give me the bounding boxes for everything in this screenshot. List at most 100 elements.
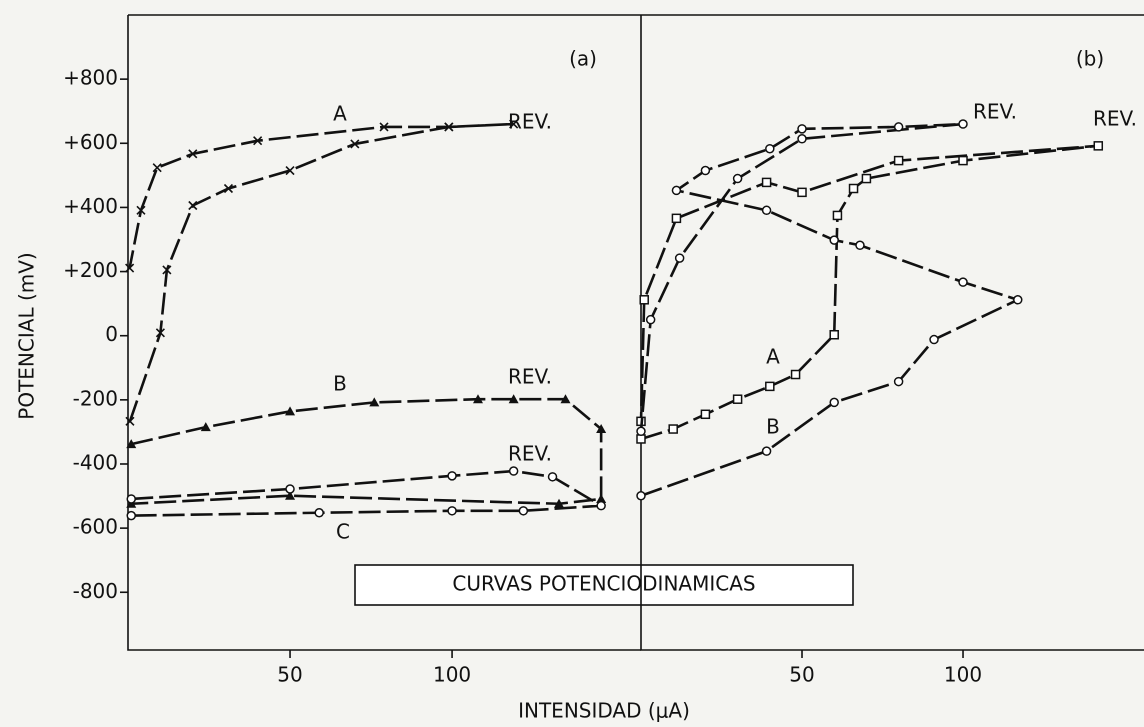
marker <box>671 185 682 196</box>
marker <box>188 149 198 159</box>
x-tick-label: 100 <box>944 663 982 687</box>
marker <box>223 183 234 194</box>
y-tick-label: -200 <box>73 386 118 410</box>
y-tick-label: +600 <box>63 130 118 154</box>
marker <box>765 381 775 392</box>
series-label: A <box>333 102 347 126</box>
marker <box>125 416 135 426</box>
marker <box>668 424 678 434</box>
marker <box>554 498 565 508</box>
marker <box>832 210 843 221</box>
series-label: C <box>336 520 350 544</box>
y-tick-label: +800 <box>63 66 118 90</box>
marker <box>314 507 324 518</box>
marker <box>136 205 146 215</box>
marker <box>674 253 685 263</box>
marker <box>285 165 295 176</box>
rev-label: REV. <box>508 442 552 466</box>
marker <box>761 205 772 216</box>
marker <box>761 446 772 456</box>
series-line <box>130 397 603 506</box>
marker <box>671 213 682 224</box>
axis-frame <box>127 14 641 651</box>
marker <box>447 506 457 516</box>
marker <box>152 163 162 173</box>
marker <box>761 177 772 188</box>
marker <box>126 439 137 449</box>
marker <box>855 240 865 251</box>
marker <box>700 165 711 176</box>
marker <box>1013 295 1023 305</box>
marker <box>893 122 904 132</box>
rev-label: REV. <box>508 365 552 389</box>
marker <box>447 471 457 481</box>
y-tick-label: +200 <box>63 258 118 282</box>
marker <box>285 406 296 416</box>
marker <box>732 173 743 184</box>
y-axis-label: POTENCIAL (mV) <box>15 252 39 419</box>
marker <box>379 122 389 132</box>
marker <box>700 409 711 420</box>
marker <box>508 466 519 476</box>
marker <box>126 510 136 521</box>
marker <box>797 187 807 198</box>
marker <box>126 494 136 504</box>
marker <box>829 235 839 245</box>
marker <box>285 490 296 500</box>
y-tick-label: -400 <box>73 450 118 474</box>
marker <box>829 397 839 408</box>
marker <box>958 277 968 287</box>
marker <box>732 394 743 404</box>
chart-title: CURVAS POTENCIODINAMICAS <box>452 572 755 596</box>
marker <box>893 155 904 166</box>
panel-label: (a) <box>569 47 597 71</box>
marker <box>200 422 211 432</box>
marker <box>636 434 646 444</box>
axis-frame <box>640 14 1144 651</box>
y-tick-label: -800 <box>73 579 118 603</box>
x-axis-label: INTENSIDAD (μA) <box>518 699 690 723</box>
marker <box>829 329 839 340</box>
marker <box>162 265 172 275</box>
marker <box>472 394 483 404</box>
marker <box>636 426 646 437</box>
marker <box>958 155 968 166</box>
marker <box>369 397 380 407</box>
marker <box>285 484 295 494</box>
series-line <box>131 469 606 517</box>
y-tick-label: 0 <box>105 322 118 346</box>
series-label: B <box>333 372 347 396</box>
marker <box>958 119 968 129</box>
series-label: A <box>766 345 780 369</box>
x-tick-label: 100 <box>433 663 471 687</box>
series-line <box>639 144 1099 441</box>
y-tick-label: -600 <box>73 515 118 539</box>
marker <box>547 472 558 482</box>
marker <box>350 139 360 149</box>
marker <box>560 394 571 404</box>
series-line <box>128 122 514 422</box>
marker <box>155 328 165 338</box>
marker <box>596 500 606 511</box>
marker <box>797 134 807 144</box>
marker <box>790 369 801 380</box>
series-line <box>639 122 1022 497</box>
marker <box>596 424 607 434</box>
marker <box>929 334 939 345</box>
marker <box>645 314 656 325</box>
panel-label: (b) <box>1076 47 1104 71</box>
rev-label: REV. <box>508 110 552 134</box>
marker <box>765 143 775 154</box>
marker <box>518 506 529 516</box>
rev-label: REV. <box>1093 107 1137 131</box>
marker <box>188 200 198 211</box>
marker <box>636 490 646 501</box>
marker <box>1093 141 1104 151</box>
x-tick-label: 50 <box>789 663 814 687</box>
marker <box>596 493 607 503</box>
marker <box>253 136 263 146</box>
marker <box>893 376 904 387</box>
marker <box>125 263 135 273</box>
y-tick-label: +400 <box>63 194 118 218</box>
